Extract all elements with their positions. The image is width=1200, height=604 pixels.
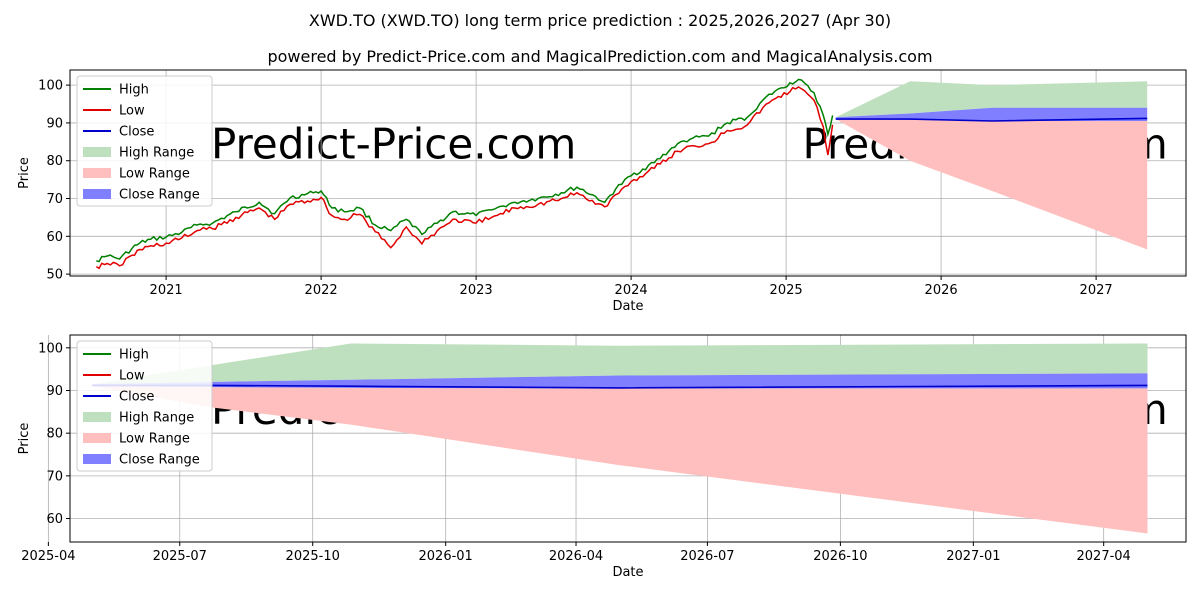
low-series-line bbox=[95, 86, 834, 270]
x-tick-label: 2027-04 bbox=[1077, 549, 1131, 564]
x-tick-label: 2025-04 bbox=[21, 549, 75, 564]
legend-label: Low bbox=[119, 369, 145, 384]
y-tick-label: 60 bbox=[46, 230, 63, 245]
legend-label: Low Range bbox=[119, 432, 190, 447]
x-tick-label: 2026-07 bbox=[680, 549, 734, 564]
x-tick-label: 2022 bbox=[305, 283, 338, 298]
legend-swatch-patch bbox=[83, 412, 111, 422]
chart-subtitle: powered by Predict-Price.com and Magical… bbox=[267, 47, 932, 66]
legend-label: High bbox=[119, 83, 149, 98]
legend-swatch-patch bbox=[83, 189, 111, 199]
plot-frame bbox=[69, 334, 1187, 543]
x-tick-label: 2023 bbox=[460, 283, 493, 298]
low-range-band bbox=[92, 386, 1148, 534]
x-tick-label: 2025-07 bbox=[153, 549, 207, 564]
y-tick-label: 100 bbox=[38, 341, 63, 356]
y-tick-label: 50 bbox=[46, 268, 63, 283]
high-series-line bbox=[96, 78, 834, 263]
legend-label: High Range bbox=[119, 146, 194, 161]
legend-label: Low Range bbox=[119, 167, 190, 182]
x-tick-label: 2026 bbox=[925, 283, 958, 298]
x-tick-label: 2026-01 bbox=[419, 549, 473, 564]
legend-label: Low bbox=[119, 104, 145, 119]
close-range-band bbox=[92, 373, 1148, 389]
y-tick-label: 80 bbox=[46, 154, 63, 169]
legend: High Low Close High Range Low Range Close Ran… bbox=[76, 340, 213, 472]
watermark-text: Predict-Price.com bbox=[211, 120, 576, 169]
high-range-band bbox=[92, 343, 1148, 385]
legend-label: Close Range bbox=[119, 453, 200, 468]
x-tick-label: 2025-10 bbox=[286, 549, 340, 564]
y-tick-label: 100 bbox=[38, 79, 63, 94]
legend-label: Close bbox=[119, 390, 154, 405]
chart-title: XWD.TO (XWD.TO) long term price predicti… bbox=[309, 11, 891, 30]
x-tick-label: 2027-01 bbox=[946, 549, 1000, 564]
forecast-panel: Predict-Price.comPredict-Price.com2025-0… bbox=[17, 334, 1187, 580]
legend-swatch-patch bbox=[83, 168, 111, 178]
long-term-panel: Predict-Price.comPredict-Price.com202120… bbox=[17, 69, 1187, 314]
legend-label: High Range bbox=[119, 411, 194, 426]
legend-label: Close Range bbox=[119, 188, 200, 203]
x-axis-label: Date bbox=[612, 565, 643, 580]
y-axis-label: Price bbox=[17, 423, 32, 455]
y-tick-label: 90 bbox=[46, 116, 63, 131]
y-tick-label: 60 bbox=[46, 512, 63, 527]
x-tick-label: 2026-10 bbox=[813, 549, 867, 564]
y-tick-label: 80 bbox=[46, 427, 63, 442]
y-axis-label: Price bbox=[17, 157, 32, 189]
close-range-band bbox=[835, 107, 1148, 121]
legend-swatch-patch bbox=[83, 147, 111, 157]
x-tick-label: 2025 bbox=[770, 283, 803, 298]
y-tick-label: 90 bbox=[46, 384, 63, 399]
y-tick-label: 70 bbox=[46, 469, 63, 484]
legend-label: Close bbox=[119, 125, 154, 140]
legend-label: High bbox=[119, 348, 149, 363]
x-tick-label: 2027 bbox=[1080, 283, 1113, 298]
x-axis-label: Date bbox=[612, 299, 643, 314]
x-tick-label: 2026-04 bbox=[549, 549, 603, 564]
legend-swatch-patch bbox=[83, 433, 111, 443]
y-tick-label: 70 bbox=[46, 192, 63, 207]
close-series-line bbox=[835, 117, 1148, 122]
low-range-band bbox=[835, 119, 1148, 250]
plot-frame bbox=[69, 69, 1187, 277]
legend: High Low Close High Range Low Range Close Ran… bbox=[76, 75, 213, 207]
legend-swatch-patch bbox=[83, 454, 111, 464]
x-tick-label: 2024 bbox=[615, 283, 648, 298]
x-tick-label: 2021 bbox=[150, 283, 183, 298]
high-range-band bbox=[835, 81, 1148, 118]
